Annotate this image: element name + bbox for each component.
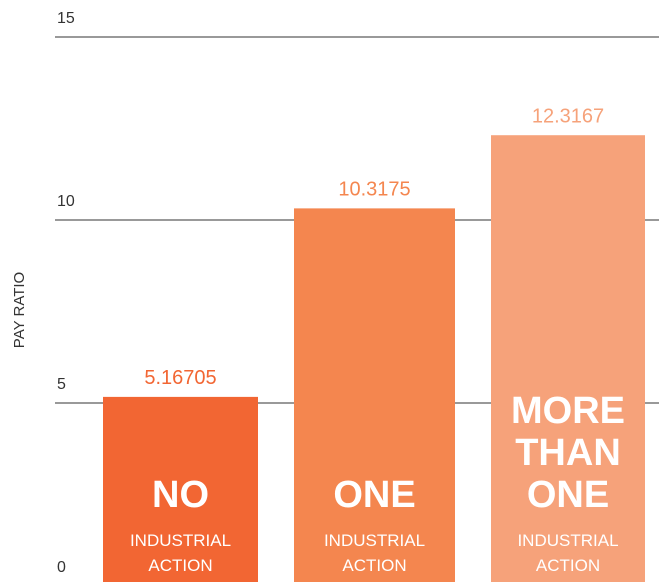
value-label: 10.3175	[338, 179, 410, 201]
value-label: 5.16705	[144, 367, 216, 389]
bar-category-label: MORE THAN ONE	[511, 390, 625, 516]
bar-sublabel: INDUSTRIAL ACTION	[129, 531, 232, 575]
y-axis-label: PAY RATIO	[11, 272, 28, 348]
bar	[491, 135, 645, 582]
value-label: 12.3167	[532, 105, 604, 127]
y-tick-label: 10	[57, 193, 75, 210]
bar	[103, 396, 258, 582]
y-tick-label: 15	[57, 10, 75, 27]
bar-category-label: NO	[152, 474, 209, 516]
bar-sublabel: INDUSTRIAL ACTION	[323, 531, 426, 575]
bar	[294, 208, 455, 582]
bar-sublabel: INDUSTRIAL ACTION	[517, 531, 619, 575]
bar-category-label: ONE	[333, 474, 416, 516]
y-tick-label: 0	[57, 559, 66, 576]
y-tick-label: 5	[57, 376, 66, 393]
